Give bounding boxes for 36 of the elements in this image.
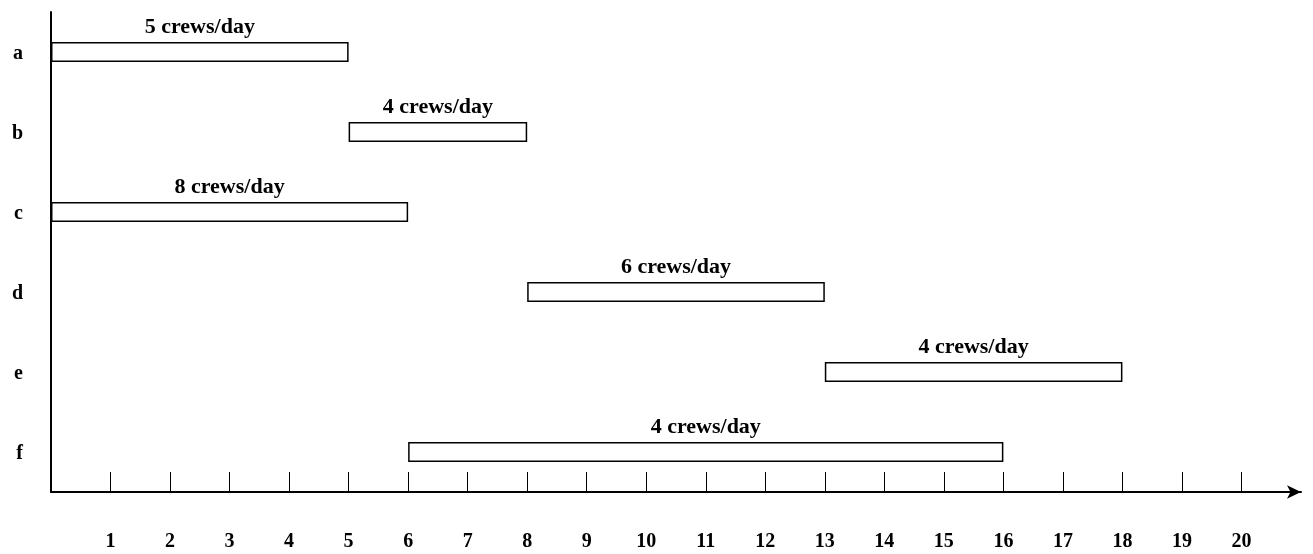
x-tick-label: 11 bbox=[696, 529, 716, 551]
annotation: 6 crews/day bbox=[620, 252, 732, 278]
x-tick-label: 13 bbox=[814, 529, 835, 551]
y-tick-label: a bbox=[13, 41, 23, 63]
bar bbox=[408, 442, 1004, 462]
x-tick-label: 16 bbox=[993, 529, 1014, 551]
y-tick-label: c bbox=[14, 201, 24, 223]
annotation: 4 crews/day bbox=[918, 332, 1029, 358]
x-tick-label: 6 bbox=[403, 529, 414, 551]
y-tick-label: b bbox=[11, 121, 23, 143]
x-tick-label: 18 bbox=[1112, 529, 1133, 551]
x-tick-label: 20 bbox=[1231, 529, 1252, 551]
annotation: 5 crews/day bbox=[144, 12, 255, 38]
x-tick-label: 19 bbox=[1171, 529, 1192, 551]
x-tick-label: 2 bbox=[165, 529, 176, 551]
x-tick-label: 5 bbox=[343, 529, 354, 551]
annotation: 8 crews/day bbox=[174, 172, 285, 198]
x-tick-label: 10 bbox=[636, 529, 657, 551]
bar bbox=[348, 122, 528, 142]
y-tick-label: f bbox=[16, 441, 24, 463]
y-tick-label: d bbox=[11, 281, 23, 303]
x-tick-label: 15 bbox=[933, 529, 954, 551]
x-tick-label: 9 bbox=[581, 529, 592, 551]
bar bbox=[527, 282, 825, 302]
annotation: 4 crews/day bbox=[382, 92, 494, 118]
x-tick-label: 14 bbox=[874, 529, 895, 551]
x-tick-label: 7 bbox=[462, 529, 473, 551]
y-tick-label: e bbox=[14, 361, 24, 383]
x-tick-label: 3 bbox=[224, 529, 235, 551]
x-tick-label: 4 bbox=[284, 529, 295, 551]
x-tick-label: 1 bbox=[105, 529, 116, 551]
bar bbox=[824, 362, 1123, 382]
x-tick-label: 12 bbox=[755, 529, 776, 551]
annotation: 4 crews/day bbox=[650, 412, 761, 438]
x-tick-label: 8 bbox=[522, 529, 533, 551]
x-tick-label: 17 bbox=[1052, 529, 1073, 551]
